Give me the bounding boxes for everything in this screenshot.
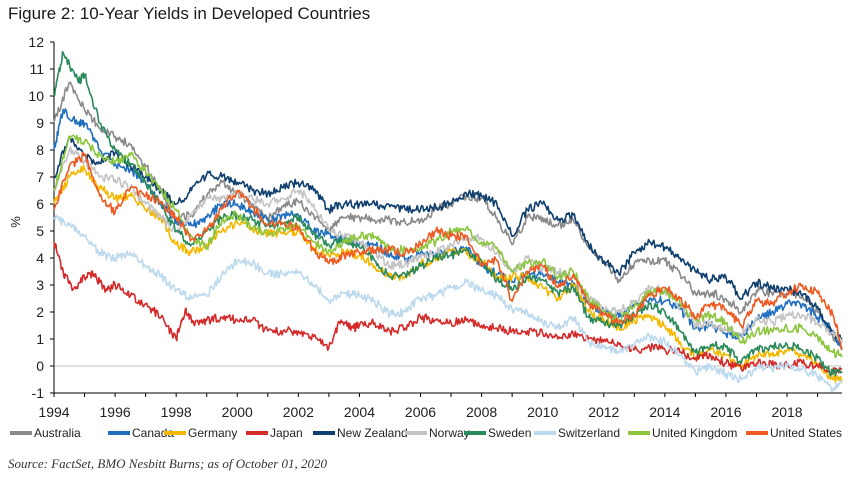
x-ticks: 1994 1996 1998 2000 2002 2004 2006 2008 2010 2012… [38, 393, 819, 420]
y-tick-label: 12 [28, 34, 44, 50]
x-tick-label: 1994 [38, 404, 69, 420]
y-tick-label: 1 [36, 331, 44, 347]
y-tick-label: 4 [36, 250, 44, 266]
y-tick-label: 8 [36, 142, 44, 158]
y-tick-label: 6 [36, 196, 44, 212]
legend-label-australia: Australia [34, 426, 81, 440]
x-tick-label: 2000 [222, 404, 253, 420]
legend-label-germany: Germany [188, 426, 237, 440]
series-line-new-zealand [53, 135, 843, 340]
source-note: Source: FactSet, BMO Nesbitt Burns; as o… [8, 456, 328, 471]
legend-label-new-zealand: New Zealand [337, 426, 408, 440]
x-tick-label: 1996 [100, 404, 131, 420]
y-tick-label: 2 [36, 304, 44, 320]
x-tick-label: 2006 [405, 404, 436, 420]
x-tick-label: 2018 [771, 404, 802, 420]
y-tick-label: 0 [36, 358, 44, 374]
legend-label-united-kingdom: United Kingdom [652, 426, 737, 440]
x-tick-label: 2016 [710, 404, 741, 420]
series-line-japan [53, 241, 843, 376]
legend-label-switzerland: Switzerland [558, 426, 620, 440]
legend-label-united-states: United States [770, 426, 842, 440]
x-tick-label: 2012 [588, 404, 619, 420]
x-tick-label: 2014 [649, 404, 680, 420]
series-line-united-states [53, 152, 843, 350]
y-tick-label: -1 [32, 385, 45, 401]
legend-label-japan: Japan [270, 426, 303, 440]
legend: Australia Canada Germany Japan New Zealand No… [10, 426, 842, 440]
y-tick-label: 10 [28, 88, 44, 104]
legend-label-canada: Canada [132, 426, 174, 440]
y-tick-label: 5 [36, 223, 44, 239]
y-tick-label: 9 [36, 115, 44, 131]
x-tick-label: 2002 [283, 404, 314, 420]
y-tick-label: 11 [29, 61, 44, 77]
y-axis-label: % [8, 216, 23, 228]
series-line-switzerland [53, 214, 843, 393]
series-line-germany [53, 164, 843, 384]
legend-label-sweden: Sweden [488, 426, 531, 440]
series-line-united-kingdom [53, 134, 843, 359]
y-tick-label: 3 [36, 277, 44, 293]
x-tick-label: 1998 [161, 404, 192, 420]
legend-label-norway: Norway [429, 426, 470, 440]
x-tick-label: 2004 [344, 404, 375, 420]
series-group [53, 50, 843, 393]
x-tick-label: 2010 [527, 404, 558, 420]
x-tick-label: 2008 [466, 404, 497, 420]
chart-title: Figure 2: 10-Year Yields in Developed Co… [8, 4, 371, 23]
series-line-sweden [53, 50, 843, 377]
y-tick-label: 7 [36, 169, 44, 185]
series-line-norway [53, 146, 843, 342]
